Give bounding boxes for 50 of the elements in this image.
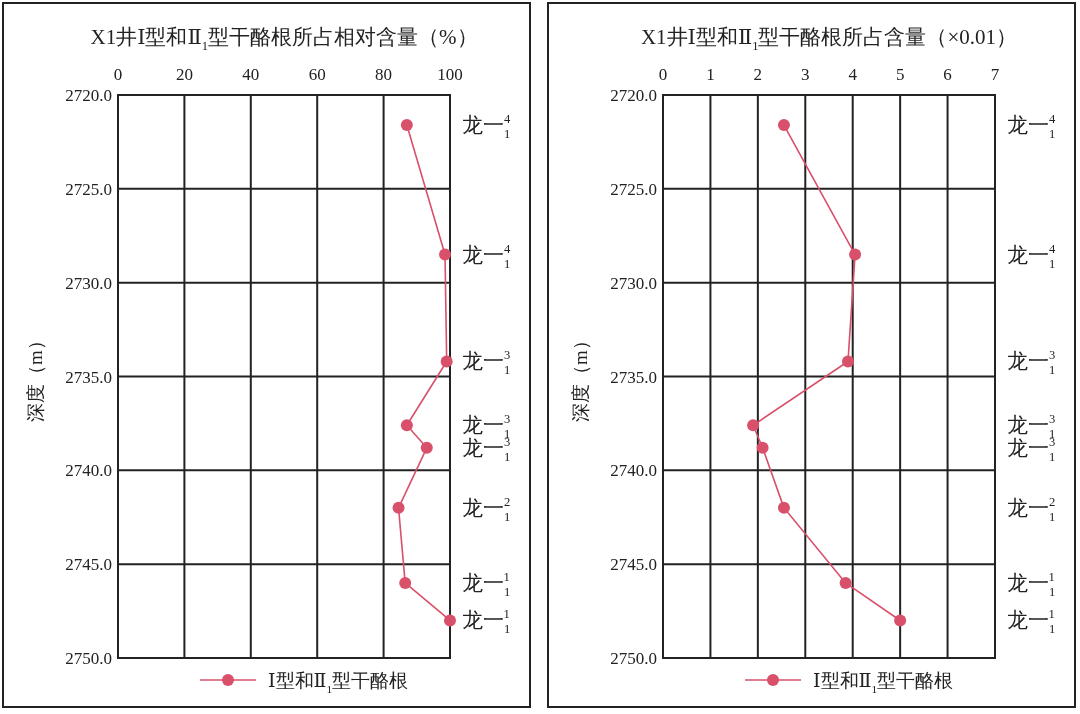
legend-label: Ⅰ型和Ⅱ$_{1}$型干酪根: [268, 670, 409, 695]
point: [849, 248, 862, 261]
x-tick-label: 100: [437, 65, 463, 84]
x-tick-label: 1: [706, 65, 715, 84]
chart-title: X1井Ⅰ型和Ⅱ$_{1}$型干酪根所占相对含量（%）: [90, 25, 478, 54]
y-tick-label: 2750.0: [65, 649, 112, 668]
x-tick-label: 4: [848, 65, 858, 84]
x-tick-label: 0: [113, 65, 123, 84]
point: [756, 441, 769, 454]
point: [444, 614, 456, 627]
y-tick-label: 2730.0: [65, 273, 112, 293]
y-tick-label: 2745.0: [610, 555, 657, 575]
y-tick-label: 2735.0: [610, 367, 657, 387]
x-tick-label: 80: [375, 65, 393, 84]
y-tick-label: 2730.0: [610, 273, 657, 293]
y-tick-label: 2750.0: [610, 649, 657, 668]
y-tick-label: 2745.0: [65, 555, 112, 575]
y-tick-label: 2720.0: [65, 86, 112, 105]
point: [420, 441, 433, 454]
point: [399, 576, 412, 589]
y-tick-label: 2735.0: [65, 367, 112, 387]
x-tick-label: 60: [308, 65, 326, 84]
point: [777, 119, 790, 132]
point: [777, 501, 790, 514]
x-tick-label: 3: [801, 65, 810, 84]
x-tick-label: 20: [175, 65, 193, 84]
x-tick-label: 0: [658, 65, 668, 84]
y-axis-title: 深度（m）: [25, 331, 46, 422]
chart-title: X1井Ⅰ型和Ⅱ$_{1}$型干酪根所占含量（×0.01）: [640, 25, 1018, 54]
y-tick-label: 2725.0: [65, 179, 112, 199]
x-tick-label: 5: [895, 65, 905, 84]
legend-label: Ⅰ型和Ⅱ$_{1}$型干酪根: [813, 670, 954, 695]
point: [841, 355, 854, 368]
point: [392, 501, 405, 514]
x-tick-label: 40: [242, 65, 260, 84]
point: [440, 355, 453, 368]
point: [400, 119, 413, 132]
y-tick-label: 2720.0: [610, 86, 657, 105]
point: [894, 614, 907, 627]
y-tick-label: 2740.0: [610, 461, 657, 481]
y-tick-label: 2725.0: [610, 179, 657, 199]
x-tick-label: 6: [943, 65, 952, 84]
point: [439, 248, 452, 261]
x-tick-label: 7: [990, 65, 1000, 84]
y-axis-title: 深度（m）: [570, 331, 591, 422]
point: [400, 419, 413, 432]
point: [747, 419, 760, 432]
point: [839, 576, 852, 589]
y-tick-label: 2740.0: [65, 461, 112, 481]
x-tick-label: 2: [753, 65, 763, 84]
